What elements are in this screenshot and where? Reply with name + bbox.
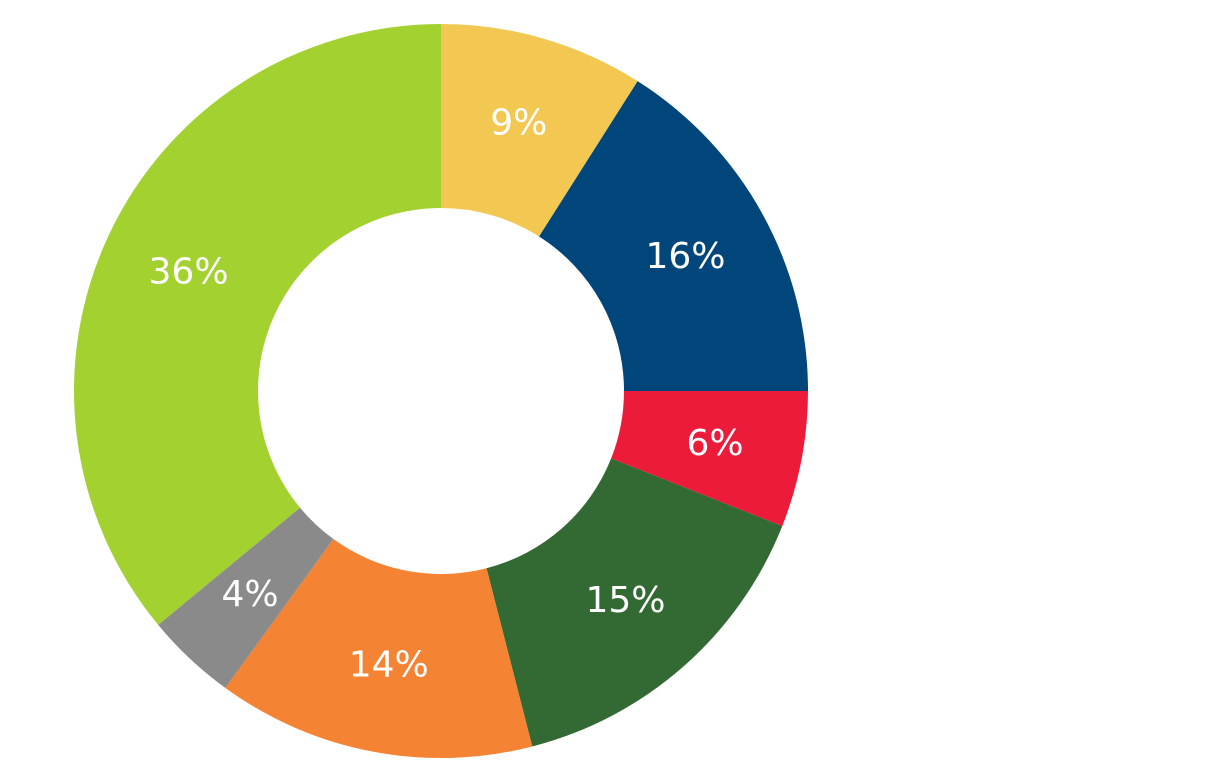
donut-slices — [74, 24, 808, 758]
donut-labels: 9% 16% 6% 15% 14% 4% 36% — [149, 103, 744, 686]
slice-label-3: 6% — [686, 423, 743, 464]
slice-label-6: 4% — [221, 574, 278, 615]
donut-slice-1 — [441, 24, 638, 237]
donut-slice-2 — [539, 81, 808, 391]
donut-slice-7 — [74, 24, 441, 625]
slice-label-5: 14% — [349, 645, 429, 686]
slice-label-4: 15% — [585, 580, 665, 621]
donut-slice-4 — [486, 458, 783, 747]
donut-slice-6 — [158, 507, 334, 688]
slice-label-7: 36% — [149, 252, 229, 293]
donut-slice-3 — [611, 391, 808, 527]
slice-label-1: 9% — [490, 103, 547, 144]
donut-slice-5 — [225, 539, 533, 758]
slice-label-2: 16% — [645, 236, 725, 277]
